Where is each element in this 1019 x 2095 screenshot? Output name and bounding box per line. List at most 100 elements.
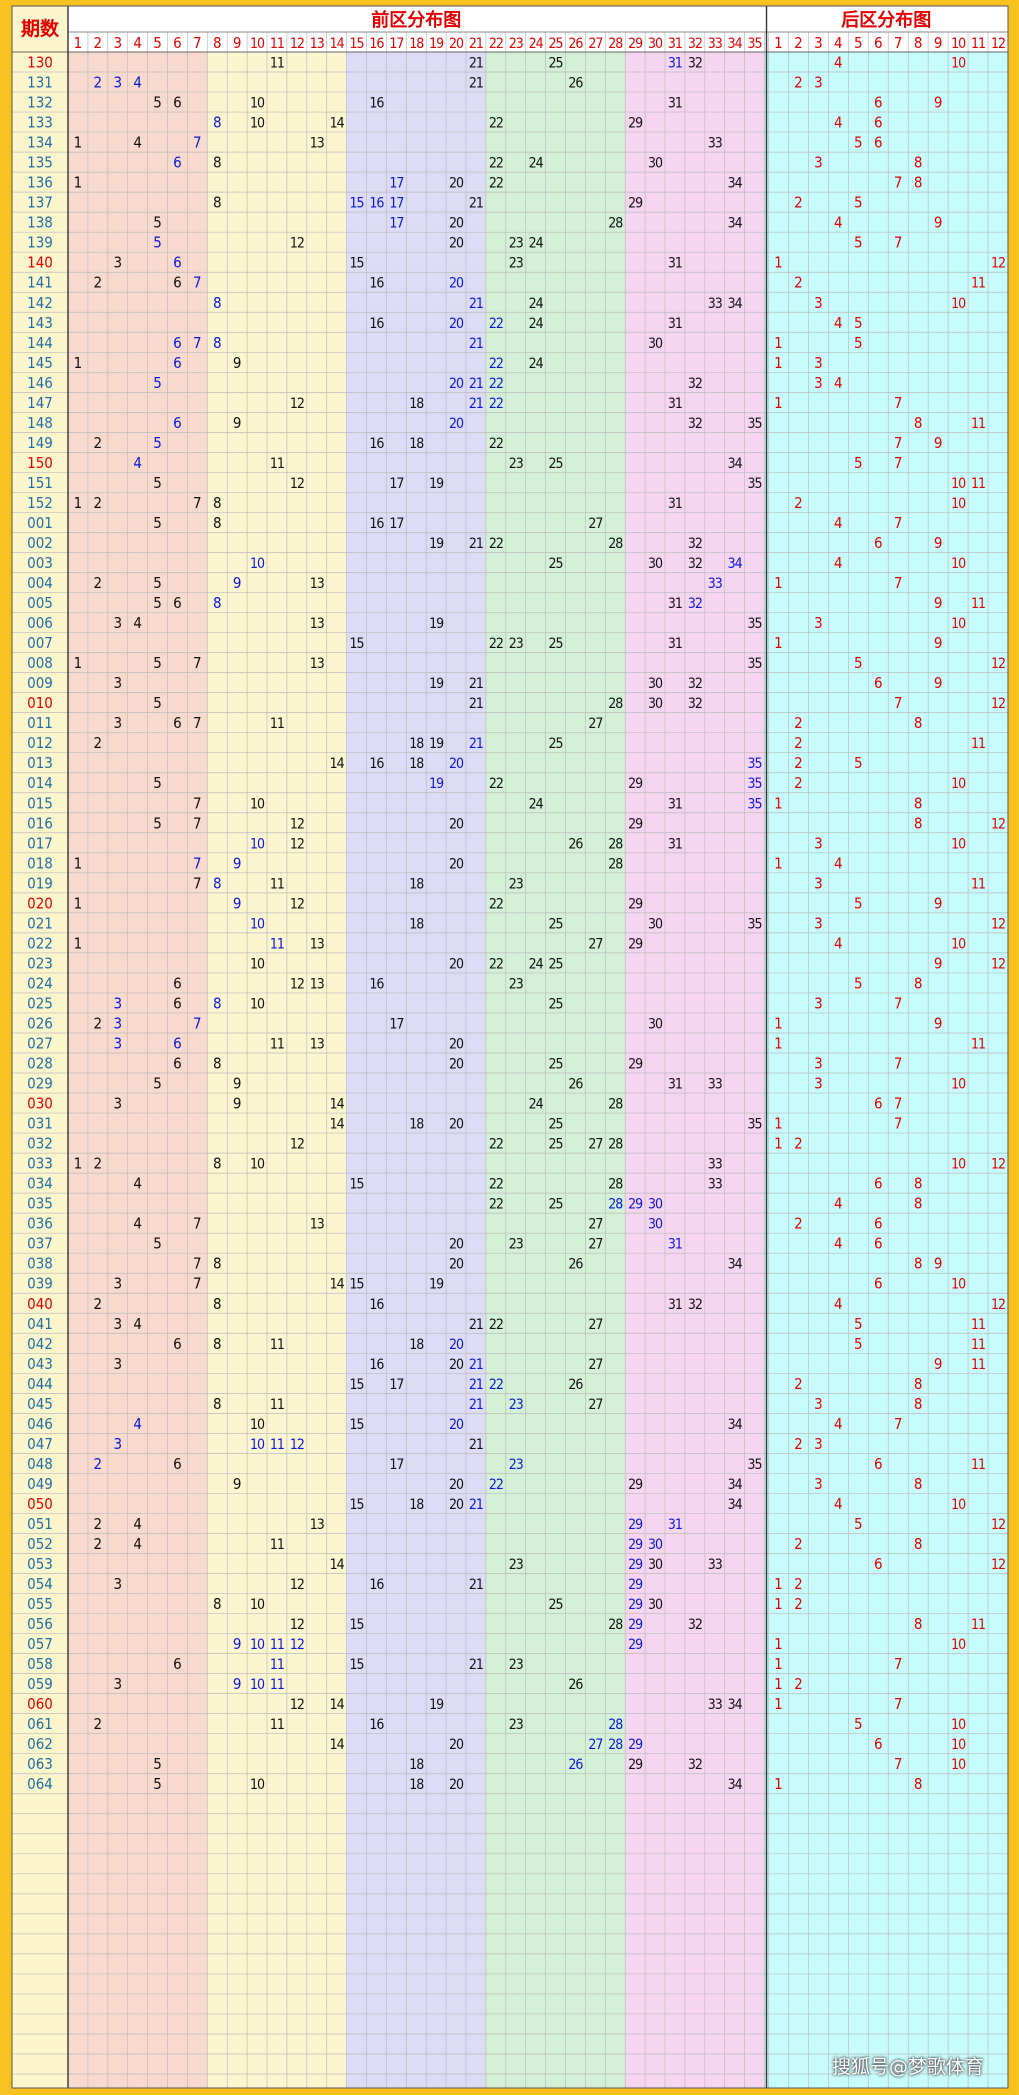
front-number: 30 — [648, 1197, 663, 1213]
front-number: 20 — [449, 276, 464, 292]
back-number: 8 — [914, 794, 923, 812]
back-number: 9 — [934, 594, 943, 612]
front-number: 5 — [153, 374, 162, 392]
front-col-header: 11 — [270, 36, 284, 52]
front-number: 31 — [668, 796, 682, 812]
back-number: 10 — [951, 1277, 966, 1293]
period-label: 054 — [27, 1575, 53, 1593]
period-label: 020 — [27, 894, 53, 912]
front-number: 23 — [509, 1557, 523, 1573]
period-label: 143 — [27, 314, 53, 332]
front-number: 15 — [350, 1497, 364, 1513]
front-number: 15 — [350, 1617, 364, 1633]
front-col-header: 28 — [608, 36, 623, 52]
back-number: 4 — [834, 54, 843, 72]
back-number: 5 — [854, 314, 863, 332]
back-number: 1 — [774, 1034, 783, 1052]
back-number: 11 — [971, 1337, 985, 1353]
front-number: 34 — [728, 1477, 743, 1493]
front-number: 5 — [153, 1235, 162, 1253]
front-number: 8 — [213, 514, 222, 532]
back-number: 4 — [834, 1195, 843, 1213]
front-number: 26 — [568, 1757, 583, 1773]
period-label: 135 — [27, 154, 53, 172]
back-number: 5 — [854, 654, 863, 672]
front-number: 29 — [628, 1057, 643, 1073]
front-band-5 — [625, 52, 765, 2088]
back-number: 3 — [814, 1435, 823, 1453]
front-number: 20 — [449, 1257, 464, 1273]
back-number: 1 — [774, 1695, 783, 1713]
period-label: 017 — [27, 834, 53, 852]
front-number: 30 — [648, 676, 663, 692]
front-number: 7 — [193, 1255, 202, 1273]
front-number: 23 — [509, 456, 523, 472]
front-number: 3 — [113, 1095, 122, 1113]
front-number: 1 — [74, 1155, 83, 1173]
period-label: 007 — [27, 634, 53, 652]
front-number: 14 — [330, 1737, 345, 1753]
front-number: 6 — [173, 594, 182, 612]
back-number: 7 — [894, 1095, 903, 1113]
front-number: 23 — [509, 636, 523, 652]
front-number: 9 — [233, 1635, 242, 1653]
back-number: 9 — [934, 214, 943, 232]
front-number: 16 — [369, 1297, 384, 1313]
front-number: 34 — [728, 556, 743, 572]
front-number: 31 — [668, 1297, 682, 1313]
front-number: 4 — [133, 454, 142, 472]
back-number: 12 — [991, 816, 1005, 832]
front-number: 22 — [489, 1477, 503, 1493]
front-number: 30 — [648, 1597, 663, 1613]
front-number: 6 — [173, 1055, 182, 1073]
front-number: 24 — [529, 156, 544, 172]
front-number: 5 — [153, 814, 162, 832]
front-number: 15 — [350, 1417, 364, 1433]
back-number: 9 — [934, 1014, 943, 1032]
front-number: 25 — [549, 556, 563, 572]
front-number: 10 — [250, 116, 265, 132]
back-number: 4 — [834, 934, 843, 952]
front-number: 5 — [153, 774, 162, 792]
front-number: 33 — [708, 136, 722, 152]
period-label: 044 — [27, 1375, 53, 1393]
front-number: 9 — [233, 894, 242, 912]
front-number: 35 — [748, 616, 762, 632]
period-label: 139 — [27, 234, 53, 252]
front-number: 16 — [369, 436, 384, 452]
front-band-2 — [207, 52, 347, 2088]
front-number: 2 — [94, 1014, 103, 1032]
front-number: 1 — [74, 494, 83, 512]
front-number: 7 — [193, 854, 202, 872]
front-number: 31 — [668, 1077, 682, 1093]
front-number: 29 — [628, 1577, 643, 1593]
back-number: 10 — [951, 296, 966, 312]
back-number: 5 — [854, 334, 863, 352]
front-col-header: 30 — [648, 36, 663, 52]
back-number: 5 — [854, 194, 863, 212]
front-number: 12 — [290, 1577, 304, 1593]
front-number: 27 — [588, 716, 602, 732]
period-label: 025 — [27, 994, 53, 1012]
front-number: 16 — [369, 1357, 384, 1373]
front-number: 25 — [549, 636, 563, 652]
front-number: 5 — [153, 94, 162, 112]
period-label: 040 — [27, 1295, 53, 1313]
front-number: 10 — [250, 956, 265, 972]
back-number: 1 — [774, 634, 783, 652]
front-col-header: 5 — [153, 34, 162, 52]
front-number: 4 — [133, 74, 142, 92]
front-number: 12 — [290, 1697, 304, 1713]
back-number: 4 — [834, 1415, 843, 1433]
back-number: 5 — [854, 1315, 863, 1333]
front-number: 28 — [608, 1197, 623, 1213]
front-col-header: 32 — [688, 36, 702, 52]
period-label: 136 — [27, 174, 53, 192]
back-number: 6 — [874, 674, 883, 692]
front-number: 22 — [489, 356, 503, 372]
front-col-header: 33 — [708, 36, 722, 52]
front-number: 7 — [193, 274, 202, 292]
back-number: 2 — [794, 774, 803, 792]
front-number: 18 — [409, 736, 424, 752]
back-number: 7 — [894, 694, 903, 712]
